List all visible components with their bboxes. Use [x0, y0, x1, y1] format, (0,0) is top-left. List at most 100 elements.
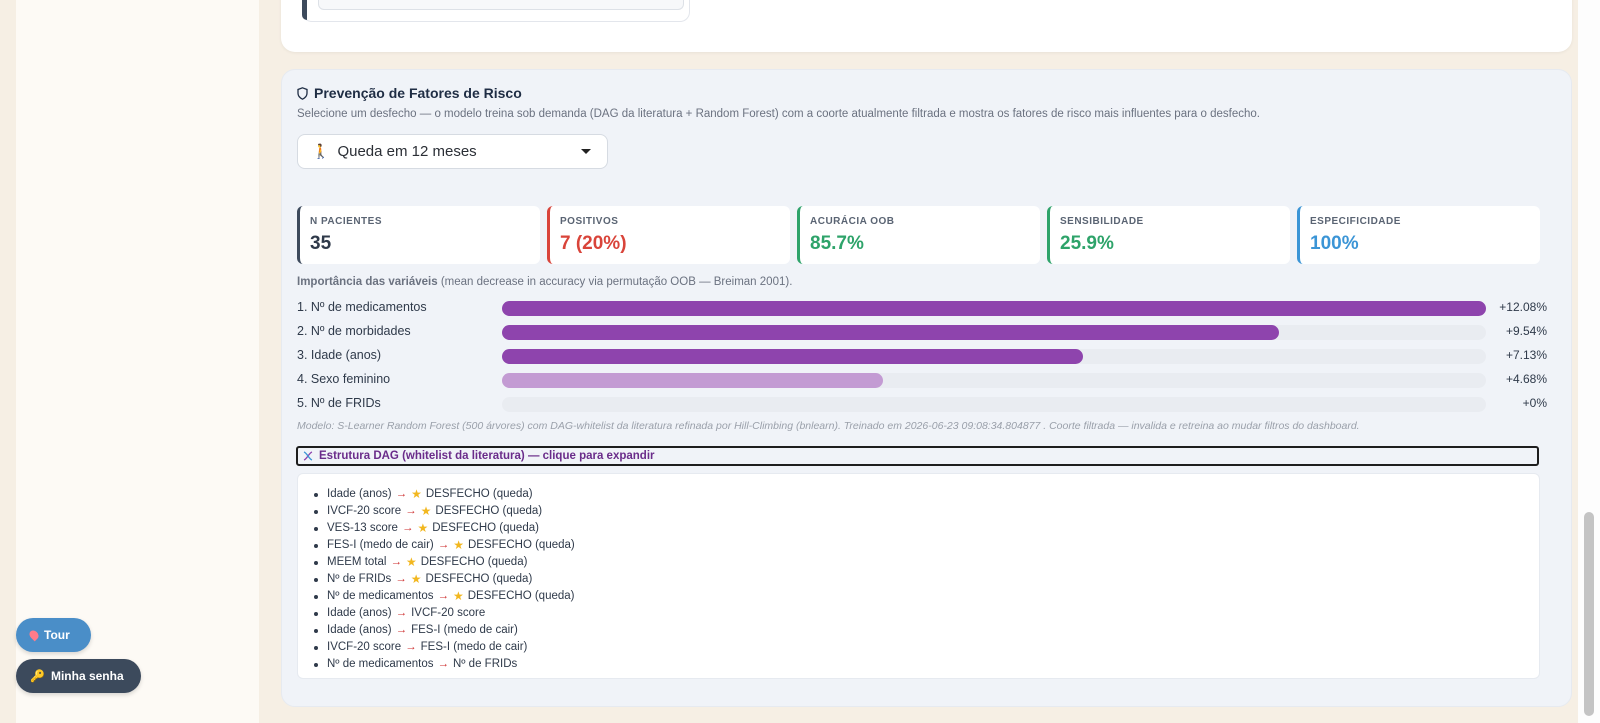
importance-row-value: +7.13%: [1505, 348, 1547, 362]
dag-edge-to: DESFECHO (queda): [420, 556, 528, 568]
previous-card: [281, 0, 1572, 52]
importance-row-value: +9.54%: [1505, 324, 1547, 338]
kpi-value: 25.9%: [1060, 233, 1114, 254]
dag-edge-from: VES-13 score: [327, 522, 398, 534]
dag-edge-from: FES-I (medo de cair): [327, 539, 434, 551]
dag-edge-to: FES-I (medo de cair): [420, 641, 528, 653]
kpi-sensibilidade: SENSIBILIDADE 25.9%: [1047, 206, 1290, 264]
dag-edge-to: IVCF-20 score: [411, 607, 486, 619]
star-icon: ★: [453, 538, 464, 552]
chevron-down-icon: [581, 149, 591, 154]
arrow-right-icon: →: [390, 556, 402, 568]
importance-row-label: 4. Sexo feminino: [297, 372, 391, 386]
outcome-select-value: Queda em 12 meses: [337, 143, 477, 160]
arrow-right-icon: →: [405, 641, 417, 653]
importance-title-rest: (mean decrease in accuracy via permutaçã…: [437, 276, 793, 288]
shield-icon: [297, 86, 308, 100]
dag-edge: Idade (anos) → FES-I (medo de cair): [314, 622, 1539, 639]
dag-edge-to: DESFECHO (queda): [425, 573, 533, 585]
kpi-value: 85.7%: [810, 233, 864, 254]
scrollbar-thumb[interactable]: [1584, 512, 1594, 716]
arrow-right-icon: →: [395, 624, 408, 636]
importance-row-value: +0%: [1522, 396, 1547, 410]
importance-row-value: +12.08%: [1499, 300, 1547, 314]
outcome-select[interactable]: 🚶 Queda em 12 meses: [297, 134, 608, 169]
dag-edge: VES-13 score → ★ DESFECHO (queda): [314, 520, 1539, 537]
kpi-row: N PACIENTES 35 POSITIVOS 7 (20%) ACURÁCI…: [297, 206, 1554, 264]
arrow-right-icon: →: [395, 607, 408, 619]
sidebar-panel: [16, 0, 259, 723]
key-icon: 🔑: [30, 669, 45, 683]
model-note: Modelo: S-Learner Random Forest (500 árv…: [297, 420, 1360, 432]
pin-icon: [27, 628, 41, 642]
importance-row-label: 3. Idade (anos): [297, 348, 382, 362]
importance-bar-track: [502, 325, 1486, 340]
dag-panel: Idade (anos) → ★ DESFECHO (queda) IVCF-20 sc…: [297, 473, 1540, 679]
previous-card-field: [318, 0, 684, 10]
importance-bar-track: [502, 397, 1486, 412]
left-edge: [0, 0, 16, 723]
kpi-label: N PACIENTES: [310, 216, 382, 227]
importance-bar-fill: [502, 373, 884, 388]
dag-edge-from: MEEM total: [327, 556, 387, 568]
importance-row: 2. Nº de morbidades +9.54%: [297, 321, 1547, 341]
importance-row-label: 5. Nº de FRIDs: [297, 396, 381, 410]
arrow-right-icon: →: [395, 573, 407, 585]
kpi-acuracia: ACURÁCIA OOB 85.7%: [797, 206, 1040, 264]
star-icon: ★: [452, 589, 464, 603]
dag-edge-from: Idade (anos): [327, 488, 392, 500]
dag-edge-from: IVCF-20 score: [327, 505, 402, 517]
section-title: Prevenção de Fatores de Risco: [297, 85, 522, 101]
dag-edge-from: Nº de medicamentos: [327, 590, 434, 602]
dag-edge-from: IVCF-20 score: [327, 641, 402, 653]
importance-row-value: +4.68%: [1505, 372, 1547, 386]
dag-edge-to: DESFECHO (queda): [425, 488, 533, 500]
walking-person-icon: 🚶: [312, 143, 330, 159]
kpi-label: POSITIVOS: [560, 216, 619, 227]
star-icon: ★: [420, 504, 432, 518]
star-icon: ★: [410, 572, 422, 586]
section-subtitle: Selecione um desfecho — o modelo treina …: [297, 108, 1260, 120]
importance-title: Importância das variáveis (mean decrease…: [297, 276, 792, 288]
previous-card-box: [302, 0, 690, 22]
importance-title-bold: Importância das variáveis: [297, 276, 438, 288]
importance-bar-track: [502, 301, 1486, 316]
password-button-label: Minha senha: [50, 669, 124, 683]
dag-edge-list: Idade (anos) → ★ DESFECHO (queda) IVCF-20 sc…: [314, 486, 1539, 673]
kpi-value: 35: [310, 233, 332, 254]
arrow-right-icon: →: [401, 522, 414, 534]
tour-button-label: Tour: [44, 628, 70, 642]
dag-edge-from: Nº de FRIDs: [327, 573, 392, 585]
tour-button[interactable]: Tour: [16, 618, 91, 652]
importance-row: 3. Idade (anos) +7.13%: [297, 345, 1547, 365]
kpi-value: 7 (20%): [560, 233, 627, 254]
importance-bar-fill: [502, 349, 1083, 364]
dag-expander-label: Estrutura DAG (whitelist da literatura) …: [319, 450, 655, 462]
kpi-positivos: POSITIVOS 7 (20%): [547, 206, 790, 264]
password-button[interactable]: 🔑 Minha senha: [16, 659, 141, 693]
scrollbar-track[interactable]: [1578, 0, 1600, 723]
dag-edge-to: Nº de FRIDs: [452, 658, 518, 670]
risk-prevention-card: Prevenção de Fatores de Risco Selecione …: [281, 69, 1572, 707]
importance-bar-fill: [502, 325, 1280, 340]
star-icon: ★: [405, 555, 417, 569]
dna-icon: [303, 451, 313, 461]
dag-edge: IVCF-20 score → ★ DESFECHO (queda): [314, 503, 1539, 520]
star-icon: ★: [411, 487, 422, 501]
kpi-especificidade: ESPECIFICIDADE 100%: [1297, 206, 1540, 264]
arrow-right-icon: →: [405, 505, 417, 517]
dag-edge-to: DESFECHO (queda): [435, 505, 543, 517]
section-title-text: Prevenção de Fatores de Risco: [314, 85, 522, 101]
arrow-right-icon: →: [437, 658, 449, 670]
dag-edge-from: Nº de medicamentos: [327, 658, 434, 670]
kpi-label: SENSIBILIDADE: [1060, 216, 1144, 227]
importance-row: 1. Nº de medicamentos +12.08%: [297, 297, 1547, 317]
kpi-label: ESPECIFICIDADE: [1310, 216, 1401, 227]
kpi-label: ACURÁCIA OOB: [810, 216, 895, 227]
importance-row-label: 2. Nº de morbidades: [297, 324, 411, 338]
dag-edge-to: DESFECHO (queda): [468, 539, 575, 551]
dag-edge: FES-I (medo de cair) → ★ DESFECHO (queda): [314, 537, 1539, 554]
dag-expander[interactable]: Estrutura DAG (whitelist da literatura) …: [296, 446, 1539, 466]
arrow-right-icon: →: [437, 539, 450, 551]
arrow-right-icon: →: [395, 488, 408, 500]
